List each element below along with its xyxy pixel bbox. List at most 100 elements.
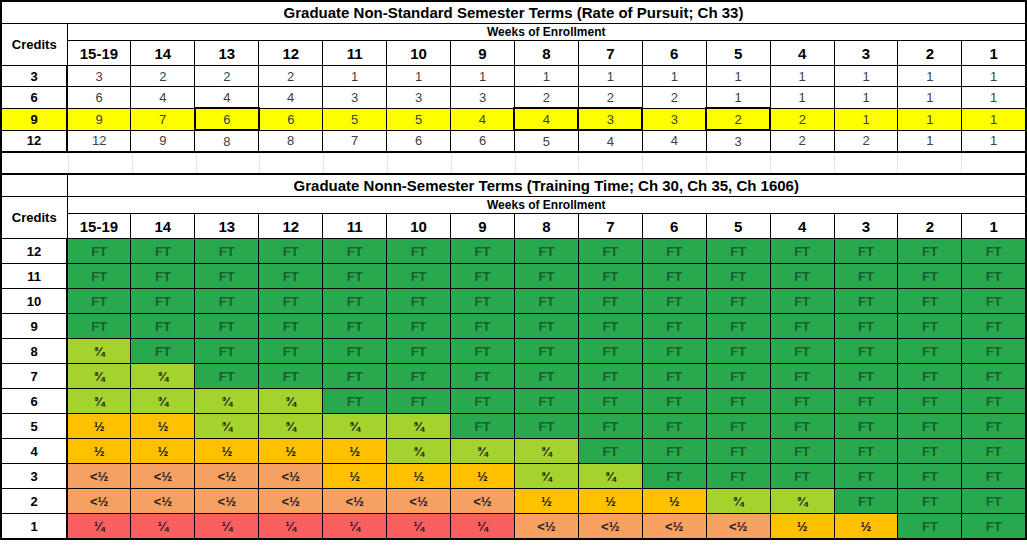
table2-cell-c3-w11[interactable]: ½ <box>323 464 387 489</box>
table1-cell-c6-w2[interactable]: 1 <box>898 87 962 109</box>
table2-cell-c5-w10[interactable]: ¾ <box>387 414 451 439</box>
table2-cell-c5-w3[interactable]: FT <box>834 414 898 439</box>
table2-cell-c11-w15-19[interactable]: FT <box>67 264 131 289</box>
table2-cell-c4-w4[interactable]: FT <box>770 439 834 464</box>
table2-cell-c11-w6[interactable]: FT <box>642 264 706 289</box>
table2-cell-c12-w14[interactable]: FT <box>131 239 195 264</box>
table2-cell-c11-w5[interactable]: FT <box>706 264 770 289</box>
table1-cell-c12-w8[interactable]: 5 <box>514 130 578 152</box>
table1-cell-c12-w1[interactable]: 1 <box>962 130 1026 152</box>
table1-cell-c6-w8[interactable]: 2 <box>514 87 578 109</box>
table2-cell-c1-w10[interactable]: ¼ <box>387 514 451 540</box>
table2-cell-c6-w3[interactable]: FT <box>834 389 898 414</box>
table2-credits-4[interactable]: 4 <box>1 439 67 464</box>
table1-cell-c6-w9[interactable]: 3 <box>451 87 515 109</box>
table2-cell-c8-w9[interactable]: FT <box>451 339 515 364</box>
table2-cell-c12-w2[interactable]: FT <box>898 239 962 264</box>
table2-cell-c3-w9[interactable]: ½ <box>451 464 515 489</box>
table2-cell-c3-w6[interactable]: FT <box>642 464 706 489</box>
table2-cell-c6-w6[interactable]: FT <box>642 389 706 414</box>
table2-cell-c9-w14[interactable]: FT <box>131 314 195 339</box>
table1-cell-c6-w4[interactable]: 1 <box>770 87 834 109</box>
table1-cell-c9-w14[interactable]: 7 <box>131 108 195 130</box>
table2-credits-5[interactable]: 5 <box>1 414 67 439</box>
table2-credits-8[interactable]: 8 <box>1 339 67 364</box>
table2-cell-c5-w9[interactable]: FT <box>451 414 515 439</box>
table2-cell-c6-w9[interactable]: FT <box>451 389 515 414</box>
table2-cell-c4-w13[interactable]: ½ <box>195 439 259 464</box>
table2-cell-c6-w4[interactable]: FT <box>770 389 834 414</box>
table2-cell-c12-w3[interactable]: FT <box>834 239 898 264</box>
table1-cell-c6-w10[interactable]: 3 <box>387 87 451 109</box>
table2-cell-c7-w3[interactable]: FT <box>834 364 898 389</box>
table2-cell-c10-w11[interactable]: FT <box>323 289 387 314</box>
table2-cell-c10-w7[interactable]: FT <box>578 289 642 314</box>
table2-cell-c8-w11[interactable]: FT <box>323 339 387 364</box>
table2-cell-c11-w14[interactable]: FT <box>131 264 195 289</box>
table2-cell-c5-w15-19[interactable]: ½ <box>67 414 131 439</box>
table2-cell-c12-w12[interactable]: FT <box>259 239 323 264</box>
table2-cell-c8-w7[interactable]: FT <box>578 339 642 364</box>
table2-cell-c12-w9[interactable]: FT <box>451 239 515 264</box>
table1-cell-c12-w6[interactable]: 4 <box>642 130 706 152</box>
table1-cell-c6-w7[interactable]: 2 <box>578 87 642 109</box>
table2-cell-c6-w12[interactable]: ¾ <box>259 389 323 414</box>
table1-cell-c3-w4[interactable]: 1 <box>770 66 834 87</box>
table2-cell-c11-w2[interactable]: FT <box>898 264 962 289</box>
table2-cell-c5-w6[interactable]: FT <box>642 414 706 439</box>
table2-cell-c6-w10[interactable]: FT <box>387 389 451 414</box>
table2-cell-c2-w10[interactable]: <½ <box>387 489 451 514</box>
table2-cell-c6-w2[interactable]: FT <box>898 389 962 414</box>
table2-credits-7[interactable]: 7 <box>1 364 67 389</box>
table2-cell-c7-w9[interactable]: FT <box>451 364 515 389</box>
table2-cell-c3-w4[interactable]: FT <box>770 464 834 489</box>
table2-cell-c3-w3[interactable]: FT <box>834 464 898 489</box>
table2-cell-c12-w11[interactable]: FT <box>323 239 387 264</box>
table2-cell-c2-w13[interactable]: <½ <box>195 489 259 514</box>
table2-credits-10[interactable]: 10 <box>1 289 67 314</box>
table1-cell-c9-w5[interactable]: 2 <box>706 108 770 130</box>
table2-credits-2[interactable]: 2 <box>1 489 67 514</box>
table2-cell-c4-w2[interactable]: FT <box>898 439 962 464</box>
table1-cell-c9-w8[interactable]: 4 <box>514 108 578 130</box>
table2-cell-c9-w7[interactable]: FT <box>578 314 642 339</box>
table2-cell-c7-w10[interactable]: FT <box>387 364 451 389</box>
table2-cell-c7-w14[interactable]: ¾ <box>131 364 195 389</box>
table2-cell-c10-w13[interactable]: FT <box>195 289 259 314</box>
table2-cell-c5-w4[interactable]: FT <box>770 414 834 439</box>
table2-cell-c6-w14[interactable]: ¾ <box>131 389 195 414</box>
table2-cell-c1-w5[interactable]: <½ <box>706 514 770 540</box>
table1-cell-c3-w2[interactable]: 1 <box>898 66 962 87</box>
table2-cell-c10-w10[interactable]: FT <box>387 289 451 314</box>
table2-cell-c6-w8[interactable]: FT <box>514 389 578 414</box>
table1-cell-c12-w12[interactable]: 8 <box>259 130 323 152</box>
table1-cell-c6-w12[interactable]: 4 <box>259 87 323 109</box>
table2-cell-c1-w7[interactable]: <½ <box>578 514 642 540</box>
table2-cell-c4-w10[interactable]: ¾ <box>387 439 451 464</box>
table1-cell-c12-w3[interactable]: 2 <box>834 130 898 152</box>
table2-cell-c12-w13[interactable]: FT <box>195 239 259 264</box>
table2-cell-c1-w1[interactable]: FT <box>962 514 1026 540</box>
table2-cell-c9-w13[interactable]: FT <box>195 314 259 339</box>
table2-cell-c7-w4[interactable]: FT <box>770 364 834 389</box>
table1-cell-c9-w1[interactable]: 1 <box>962 108 1026 130</box>
table1-cell-c9-w9[interactable]: 4 <box>451 108 515 130</box>
table2-cell-c1-w2[interactable]: FT <box>898 514 962 540</box>
table1-cell-c9-w4[interactable]: 2 <box>770 108 834 130</box>
table2-cell-c1-w15-19[interactable]: ¼ <box>67 514 131 540</box>
table2-cell-c9-w9[interactable]: FT <box>451 314 515 339</box>
table1-cell-c9-w2[interactable]: 1 <box>898 108 962 130</box>
table2-cell-c9-w8[interactable]: FT <box>514 314 578 339</box>
table2-credits-6[interactable]: 6 <box>1 389 67 414</box>
table2-cell-c3-w15-19[interactable]: <½ <box>67 464 131 489</box>
table1-cell-c3-w12[interactable]: 2 <box>259 66 323 87</box>
table2-cell-c1-w14[interactable]: ¼ <box>131 514 195 540</box>
table2-cell-c3-w5[interactable]: FT <box>706 464 770 489</box>
table2-cell-c1-w12[interactable]: ¼ <box>259 514 323 540</box>
table1-cell-c12-w11[interactable]: 7 <box>323 130 387 152</box>
table1-credits-9[interactable]: 9 <box>1 108 67 130</box>
table1-cell-c3-w10[interactable]: 1 <box>387 66 451 87</box>
table2-cell-c5-w11[interactable]: ¾ <box>323 414 387 439</box>
table2-cell-c4-w1[interactable]: FT <box>962 439 1026 464</box>
table1-credits-3[interactable]: 3 <box>1 66 67 87</box>
